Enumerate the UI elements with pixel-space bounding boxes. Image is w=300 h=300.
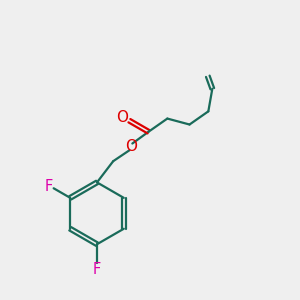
Text: F: F [93,262,101,277]
Text: O: O [116,110,128,125]
Text: O: O [125,139,137,154]
Text: F: F [44,178,53,194]
